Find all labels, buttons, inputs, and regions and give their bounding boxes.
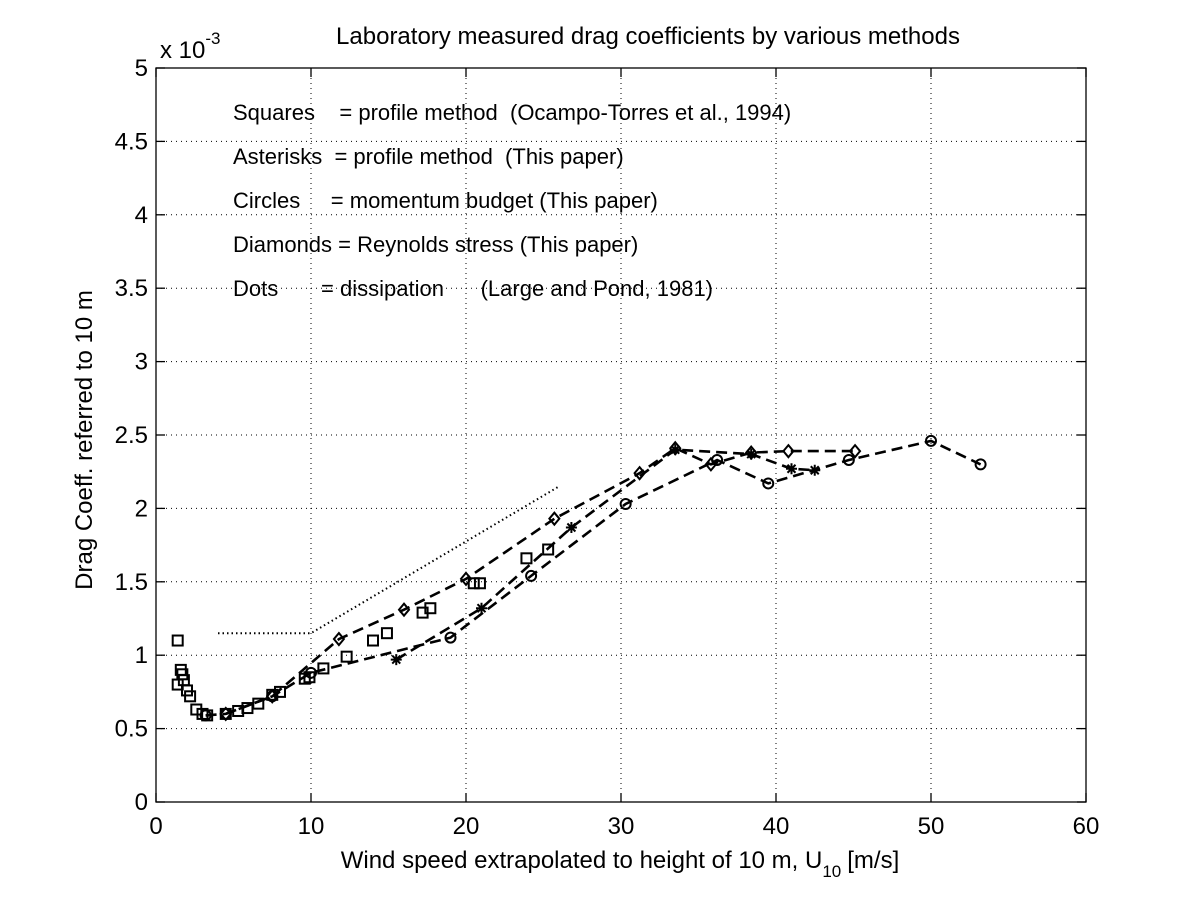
asterisk-marker <box>565 521 577 533</box>
asterisk-marker <box>745 448 757 460</box>
circle-marker <box>305 666 317 679</box>
series-square <box>171 543 555 722</box>
y-tick-label: 3 <box>135 349 148 376</box>
circle-marker <box>842 453 855 466</box>
asterisk-marker <box>669 444 681 456</box>
square-marker <box>520 552 533 565</box>
diamond-marker <box>219 706 233 722</box>
y-tick-label: 1.5 <box>115 569 148 596</box>
circle-marker <box>199 709 212 722</box>
square-marker <box>473 577 486 590</box>
y-multiplier: x 10-3 <box>160 29 221 64</box>
series-diamond <box>219 440 862 722</box>
circle-marker <box>974 458 987 471</box>
x-axis-label-text: Wind speed extrapolated to height of 10 … <box>341 847 823 874</box>
square-marker <box>424 602 437 615</box>
data-series <box>171 434 987 722</box>
diamond-marker <box>332 631 346 647</box>
diamond-marker <box>848 443 862 459</box>
square-marker <box>171 634 184 647</box>
annotation-dots: Dots = dissipation (Large and Pond, 1981… <box>233 276 713 301</box>
y-tick-label: 0 <box>135 789 148 816</box>
series-line-dashed <box>225 446 856 716</box>
y-tick-label: 1 <box>135 642 148 669</box>
x-tick-label: 30 <box>608 813 635 840</box>
asterisk-marker <box>390 654 402 666</box>
circle-marker <box>619 497 632 510</box>
y-multiplier-base: x 10 <box>160 37 205 64</box>
square-marker <box>467 577 480 590</box>
diamond-marker <box>633 465 646 481</box>
diamond-marker <box>397 602 411 618</box>
y-tick-label: 5 <box>135 55 148 82</box>
y-tick-label: 4 <box>135 202 148 229</box>
y-tick-label: 2 <box>135 495 148 522</box>
x-tick-label: 60 <box>1073 813 1100 840</box>
diamond-marker <box>459 571 473 587</box>
diamond-marker <box>668 440 682 456</box>
diamond-marker <box>782 443 795 459</box>
circle-marker <box>925 434 937 447</box>
y-tick-label: 2.5 <box>115 422 148 449</box>
axis-ticks: 0 10 20 30 40 50 60 0 0.5 1 1.5 2 2.5 3 3.5 4 4.5 5 <box>115 55 1100 840</box>
annotation-circles: Circles = momentum budget (This paper) <box>233 188 658 213</box>
x-tick-label: 0 <box>149 813 162 840</box>
square-marker <box>542 543 555 556</box>
x-tick-label: 50 <box>918 813 945 840</box>
x-tick-label: 40 <box>763 813 790 840</box>
asterisk-marker <box>786 463 797 475</box>
y-tick-label: 3.5 <box>115 275 148 302</box>
square-marker <box>252 697 265 710</box>
y-multiplier-exponent: -3 <box>205 29 220 48</box>
annotation-diamonds: Diamonds = Reynolds stress (This paper) <box>233 232 638 257</box>
grid-lines <box>156 68 1086 802</box>
x-tick-label: 10 <box>298 813 325 840</box>
y-tick-label: 0.5 <box>115 716 148 743</box>
square-marker <box>380 627 393 640</box>
x-tick-label: 20 <box>453 813 480 840</box>
square-marker <box>184 690 197 703</box>
x-axis-label: Wind speed extrapolated to height of 10 … <box>341 847 900 881</box>
x-axis-label-unit: [m/s] <box>847 847 899 874</box>
diamond-marker <box>265 688 279 704</box>
square-marker <box>367 634 379 647</box>
chart-title: Laboratory measured drag coefficients by… <box>336 23 960 50</box>
circle-marker <box>444 631 457 644</box>
square-marker <box>340 650 353 663</box>
x-axis-label-subscript: 10 <box>822 862 841 881</box>
annotation-squares: Squares = profile method (Ocampo-Torres … <box>233 100 791 125</box>
y-tick-label: 4.5 <box>115 128 148 155</box>
diamond-marker <box>704 456 718 472</box>
square-marker <box>317 662 330 675</box>
legend-annotations: Squares = profile method (Ocampo-Torres … <box>233 100 791 301</box>
diamond-marker <box>744 445 758 461</box>
diamond-marker <box>548 511 561 527</box>
annotation-asterisks: Asterisks = profile method (This paper) <box>233 144 624 169</box>
circle-marker <box>762 477 775 490</box>
circle-marker <box>525 569 538 582</box>
asterisk-marker <box>476 602 487 614</box>
y-axis-label: Drag Coeff. referred to 10 m <box>71 290 98 590</box>
